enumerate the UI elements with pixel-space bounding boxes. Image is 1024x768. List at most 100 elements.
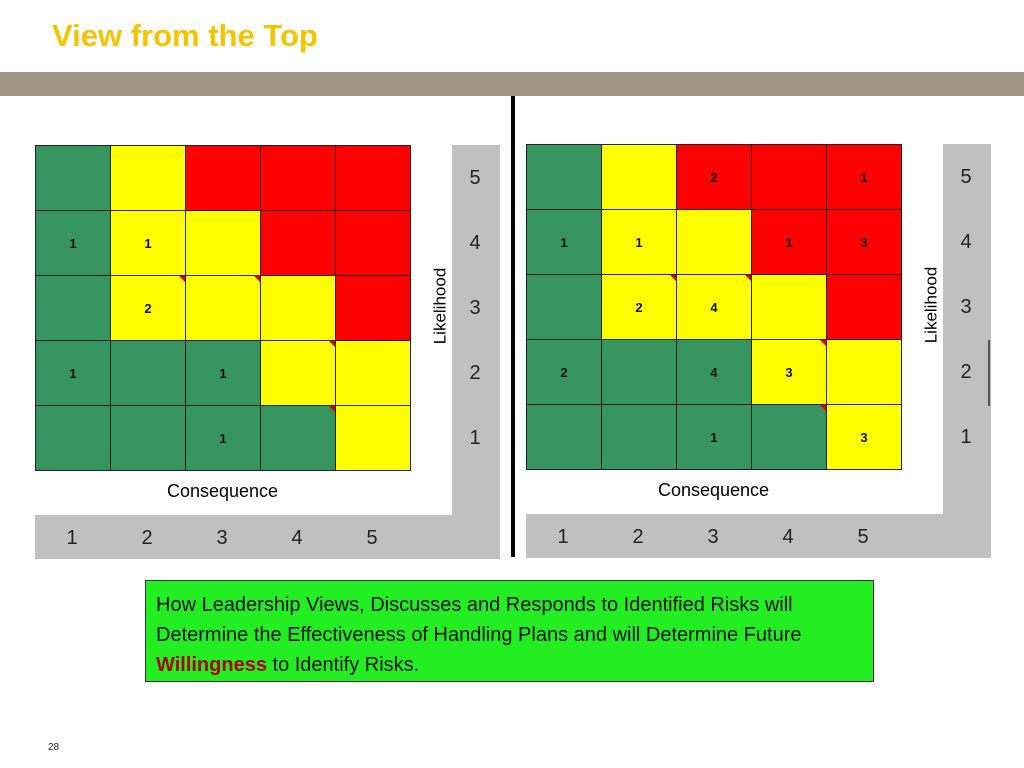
- x-tick: 4: [291, 527, 303, 549]
- center-divider: [511, 96, 515, 557]
- x-tick: 2: [632, 526, 644, 548]
- matrix-cell: [186, 276, 261, 341]
- matrix-cell: 1: [827, 145, 902, 210]
- matrix-cell: 1: [527, 210, 602, 275]
- risk-count: 1: [560, 234, 568, 250]
- matrix-cell: [261, 211, 336, 276]
- y-tick: 5: [960, 166, 972, 188]
- note-text: How Leadership Views, Discusses and Resp…: [156, 594, 802, 646]
- matrix-cell: [752, 275, 827, 340]
- risk-count: 1: [219, 365, 227, 381]
- matrix-cell: [336, 211, 411, 276]
- x-tick: 5: [857, 526, 869, 548]
- matrix-cell: [602, 145, 677, 210]
- matrix-cell: 1: [186, 341, 261, 406]
- risk-matrix-after: 2 1 1 1 1 3 2 4 2 4 3 1 3 Consequence Likelihood 5 4…: [526, 144, 991, 558]
- matrix-cell: [186, 211, 261, 276]
- matrix-cell: 1: [36, 211, 111, 276]
- consequence-label: Consequence: [166, 481, 279, 501]
- note-text-end: to Identify Risks.: [266, 654, 420, 676]
- risk-grid: 2 1 1 1 1 3 2 4 2 4 3 1 3: [526, 144, 902, 470]
- matrix-cell: 1: [186, 406, 261, 471]
- matrix-cell: [111, 341, 186, 406]
- y-tick: 2: [960, 361, 972, 383]
- matrix-cell: [602, 405, 677, 470]
- matrix-cell: [677, 210, 752, 275]
- risk-count: 3: [860, 429, 868, 445]
- likelihood-label: Likelihood: [921, 266, 940, 344]
- y-tick: 4: [469, 232, 481, 254]
- risk-count: 1: [219, 430, 227, 446]
- risk-count: 4: [710, 299, 718, 315]
- note-emphasis: Willingness: [156, 654, 267, 676]
- matrix-cell: [336, 406, 411, 471]
- x-tick: 3: [707, 526, 719, 548]
- risk-count: 4: [710, 364, 718, 380]
- matrix-cell: [36, 406, 111, 471]
- matrix-cell: 2: [527, 340, 602, 405]
- consequence-label: Consequence: [657, 480, 770, 500]
- y-tick: 3: [469, 297, 481, 319]
- matrix-cell: [111, 406, 186, 471]
- matrix-cell: [827, 340, 902, 405]
- x-tick: 4: [782, 526, 794, 548]
- likelihood-label-wrap: Likelihood: [430, 261, 450, 351]
- matrix-cell: 1: [602, 210, 677, 275]
- risk-count: 2: [710, 169, 718, 185]
- matrix-cell: [336, 146, 411, 211]
- risk-count: 1: [69, 235, 77, 251]
- matrix-cell: 1: [677, 405, 752, 470]
- y-tick: 2: [469, 362, 481, 384]
- matrix-cell: [336, 341, 411, 406]
- title-band: [0, 72, 1024, 96]
- matrix-cell: 2: [111, 276, 186, 341]
- x-tick: 2: [141, 527, 153, 549]
- risk-matrix-before: 1 1 2 1 1 1 Consequence Likelihood 5 4 3 2 1 …: [35, 145, 500, 559]
- matrix-cell: [261, 146, 336, 211]
- matrix-cell: 1: [111, 211, 186, 276]
- matrix-cell: [752, 145, 827, 210]
- matrix-cell: [111, 146, 186, 211]
- matrix-cell: 4: [677, 340, 752, 405]
- risk-count: 1: [69, 365, 77, 381]
- matrix-cell: [36, 276, 111, 341]
- matrix-cell: 1: [752, 210, 827, 275]
- risk-count: 2: [635, 299, 643, 315]
- risk-count: 1: [144, 235, 152, 251]
- matrix-cell: [527, 145, 602, 210]
- y-tick: 1: [469, 427, 481, 449]
- matrix-cell: [752, 405, 827, 470]
- matrix-cell: [602, 340, 677, 405]
- y-tick: 4: [960, 231, 972, 253]
- matrix-cell: [336, 276, 411, 341]
- risk-count: 2: [560, 364, 568, 380]
- page-number: 28: [48, 742, 60, 753]
- x-tick: 3: [216, 527, 228, 549]
- risk-count: 1: [860, 169, 868, 185]
- matrix-cell: [527, 275, 602, 340]
- risk-count: 1: [785, 234, 793, 250]
- matrix-cell: [261, 276, 336, 341]
- x-tick: 5: [366, 527, 378, 549]
- matrix-cell: [261, 341, 336, 406]
- matrix-cell: [261, 406, 336, 471]
- matrix-cell: [827, 275, 902, 340]
- y-tick: 5: [469, 167, 481, 189]
- matrix-cell: 2: [677, 145, 752, 210]
- matrix-cell: 2: [602, 275, 677, 340]
- matrix-cell: [527, 405, 602, 470]
- callout-note: How Leadership Views, Discusses and Resp…: [145, 580, 874, 682]
- axis-marker: [988, 340, 990, 406]
- risk-count: 3: [860, 234, 868, 250]
- matrix-cell: [36, 146, 111, 211]
- y-tick: 3: [960, 296, 972, 318]
- likelihood-label-wrap: Likelihood: [921, 260, 941, 350]
- matrix-cell: [186, 146, 261, 211]
- risk-grid: 1 1 2 1 1 1: [35, 145, 411, 471]
- risk-count: 1: [710, 429, 718, 445]
- slide-title: View from the Top: [52, 18, 318, 53]
- risk-count: 1: [635, 234, 643, 250]
- risk-count: 2: [144, 300, 152, 316]
- matrix-cell: 3: [827, 210, 902, 275]
- likelihood-label: Likelihood: [430, 267, 449, 345]
